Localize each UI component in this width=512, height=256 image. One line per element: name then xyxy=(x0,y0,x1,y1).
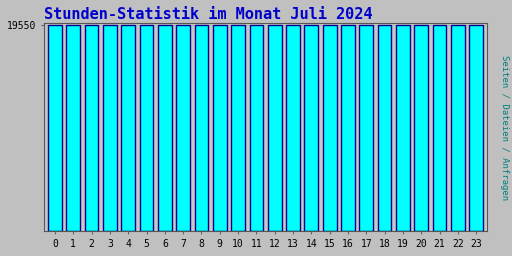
Bar xyxy=(451,25,465,231)
Bar xyxy=(268,25,282,231)
Bar xyxy=(249,25,263,231)
Bar xyxy=(158,25,172,231)
Bar xyxy=(84,25,98,231)
Bar xyxy=(121,25,135,231)
Bar xyxy=(67,25,80,231)
Bar xyxy=(378,25,392,231)
Bar xyxy=(433,25,446,231)
Text: Seiten / Dateien / Anfragen: Seiten / Dateien / Anfragen xyxy=(500,56,509,200)
Bar xyxy=(470,25,483,231)
Bar xyxy=(48,25,62,231)
Bar xyxy=(359,25,373,231)
Text: Stunden-Statistik im Monat Juli 2024: Stunden-Statistik im Monat Juli 2024 xyxy=(44,7,372,22)
Bar xyxy=(414,25,428,231)
Bar xyxy=(341,25,355,231)
Bar xyxy=(231,25,245,231)
Bar xyxy=(396,25,410,231)
Bar xyxy=(103,25,117,231)
Bar xyxy=(286,25,300,231)
Bar xyxy=(176,25,190,231)
Bar xyxy=(213,25,227,231)
Bar xyxy=(305,25,318,231)
Bar xyxy=(140,25,154,231)
Bar xyxy=(323,25,336,231)
Bar xyxy=(195,25,208,231)
